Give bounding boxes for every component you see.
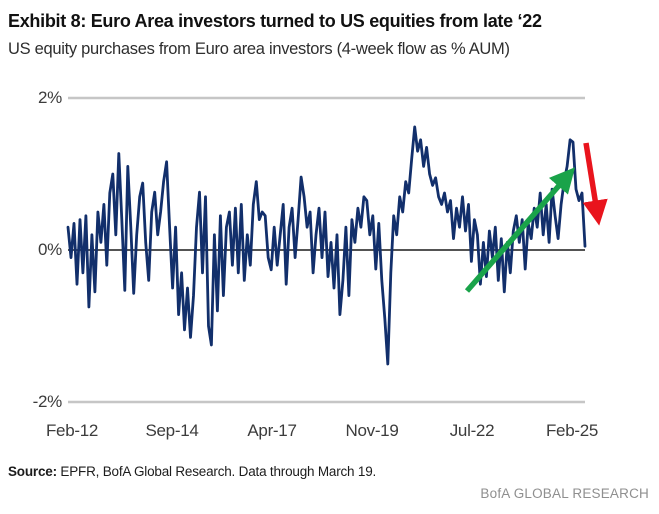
x-tick-label: Sep-14 — [145, 421, 199, 440]
x-tick-label: Feb-25 — [545, 421, 599, 440]
x-tick-label: Jul-22 — [449, 421, 495, 440]
source-label: Source: — [8, 464, 57, 479]
exhibit-subtitle: US equity purchases from Euro area inves… — [8, 40, 510, 58]
downtrend-arrow — [582, 142, 608, 226]
source-note: Source: EPFR, BofA Global Research. Data… — [8, 464, 648, 479]
y-tick-label: -2% — [32, 392, 63, 411]
x-tick-label: Nov-19 — [345, 421, 399, 440]
x-tick-label: Feb-12 — [45, 421, 99, 440]
y-tick-label: 0% — [38, 240, 62, 259]
bofa-global-research-brand: BofA GLOBAL RESEARCH — [480, 486, 649, 501]
source-text: EPFR, BofA Global Research. Data through… — [56, 464, 377, 479]
uptrend-arrow — [464, 167, 576, 293]
y-tick-label: 2% — [38, 88, 62, 107]
exhibit-title: Exhibit 8: Euro Area investors turned to… — [8, 11, 542, 31]
x-tick-label: Apr-17 — [247, 421, 297, 440]
data-series-line — [66, 125, 587, 366]
